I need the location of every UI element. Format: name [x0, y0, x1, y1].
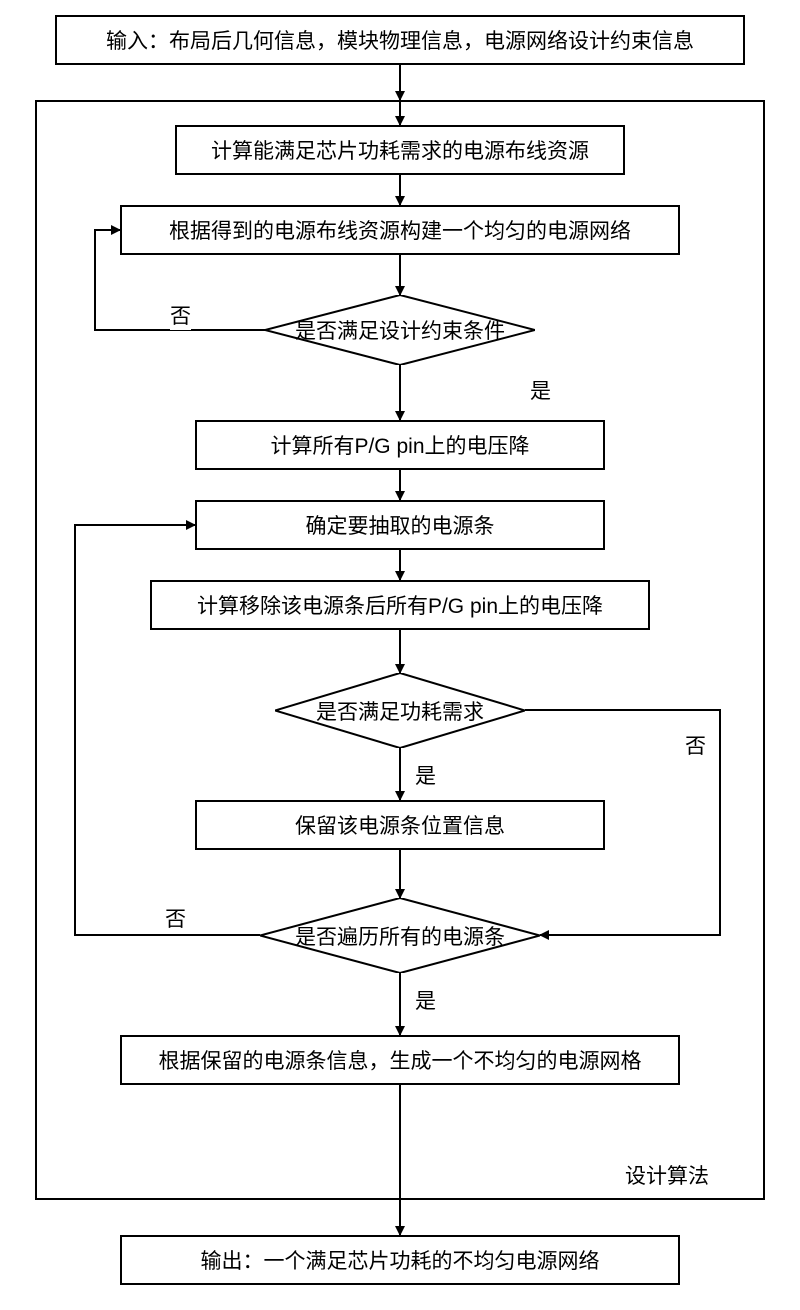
decision2-no-label: 否	[685, 730, 706, 760]
step2-text: 根据得到的电源布线资源构建一个均匀的电源网络	[169, 215, 631, 245]
decision1-no-label: 否	[170, 300, 191, 330]
step6-text: 保留该电源条位置信息	[295, 810, 505, 840]
decision1-text: 是否满足设计约束条件	[295, 315, 505, 345]
output-text: 输出：一个满足芯片功耗的不均匀电源网络	[201, 1245, 600, 1275]
decision-traverse-all: 是否遍历所有的电源条	[260, 898, 540, 973]
decision2-text: 是否满足功耗需求	[316, 696, 484, 726]
decision3-no-label: 否	[165, 903, 186, 933]
output-box: 输出：一个满足芯片功耗的不均匀电源网络	[120, 1235, 680, 1285]
step-calc-after-remove: 计算移除该电源条后所有P/G pin上的电压降	[150, 580, 650, 630]
decision-power-req: 是否满足功耗需求	[275, 673, 525, 748]
step7-text: 根据保留的电源条信息，生成一个不均匀的电源网格	[159, 1045, 642, 1075]
algorithm-label: 设计算法	[625, 1160, 709, 1190]
step-generate-nonuniform: 根据保留的电源条信息，生成一个不均匀的电源网格	[120, 1035, 680, 1085]
decision3-text: 是否遍历所有的电源条	[295, 921, 505, 951]
input-text: 输入：布局后几何信息，模块物理信息，电源网络设计约束信息	[106, 25, 694, 55]
step-calc-resources: 计算能满足芯片功耗需求的电源布线资源	[175, 125, 625, 175]
decision3-yes-label: 是	[415, 985, 436, 1015]
step-build-uniform: 根据得到的电源布线资源构建一个均匀的电源网络	[120, 205, 680, 255]
step-keep-strip: 保留该电源条位置信息	[195, 800, 605, 850]
decision-constraints: 是否满足设计约束条件	[265, 295, 535, 365]
step1-text: 计算能满足芯片功耗需求的电源布线资源	[211, 135, 589, 165]
decision2-yes-label: 是	[415, 760, 436, 790]
step-determine-strip: 确定要抽取的电源条	[195, 500, 605, 550]
step-calc-voltage-drop: 计算所有P/G pin上的电压降	[195, 420, 605, 470]
step4-text: 确定要抽取的电源条	[306, 510, 495, 540]
decision1-yes-label: 是	[530, 375, 551, 405]
step5-text: 计算移除该电源条后所有P/G pin上的电压降	[197, 590, 603, 620]
step3-text: 计算所有P/G pin上的电压降	[270, 430, 529, 460]
input-box: 输入：布局后几何信息，模块物理信息，电源网络设计约束信息	[55, 15, 745, 65]
